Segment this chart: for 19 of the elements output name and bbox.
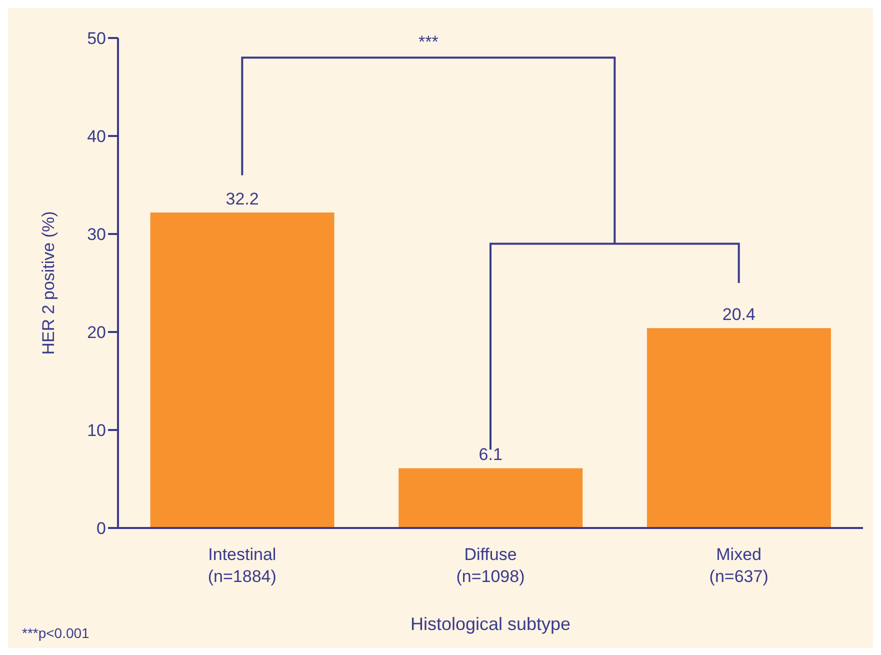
- x-tick-label: Intestinal (n=1884): [208, 545, 276, 586]
- y-axis-title: HER 2 positive (%): [39, 211, 58, 355]
- y-tick-label: 50: [87, 29, 106, 48]
- y-tick-label: 0: [96, 519, 106, 538]
- data-label: 6.1: [478, 445, 502, 464]
- data-label: 20.4: [722, 305, 756, 324]
- bar: [398, 468, 583, 528]
- annotation: ***: [418, 32, 439, 52]
- text: ***p<0.001: [22, 625, 90, 641]
- bar: [150, 212, 334, 528]
- y-tick-label: 30: [87, 225, 106, 244]
- x-tick-label: Mixed (n=637): [709, 545, 768, 586]
- y-tick-label: 10: [87, 421, 106, 440]
- y-tick-label: 40: [87, 127, 106, 146]
- x-axis-title: Histological subtype: [410, 614, 571, 634]
- x-tick-label: Diffuse (n=1098): [456, 545, 525, 586]
- data-label: 32.2: [226, 189, 259, 208]
- bar: [646, 328, 831, 528]
- y-tick-label: 20: [87, 323, 106, 342]
